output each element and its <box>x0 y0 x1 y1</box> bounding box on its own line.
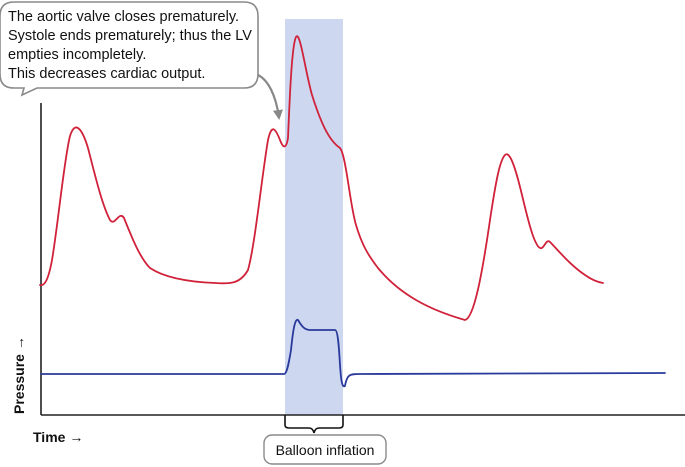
balloon-inflation-highlight <box>285 19 343 415</box>
arterial-pressure-curve <box>39 35 604 321</box>
callout-arrow <box>257 74 283 120</box>
balloon-pressure-curve <box>40 318 666 388</box>
callout-line-2: Systole ends prematurely; thus the LV <box>8 28 252 44</box>
balloon-inflation-label-box <box>263 434 387 465</box>
callout-line-3: empties incompletely. <box>8 47 146 63</box>
callout-bubble <box>0 1 259 97</box>
callout-line-1: The aortic valve closes prematurely. <box>8 9 239 25</box>
callout-line-4: This decreases cardiac output. <box>8 66 205 82</box>
balloon-inflation-label: Balloon inflation <box>276 442 375 458</box>
x-axis-label: Time → <box>33 429 83 445</box>
balloon-bracket <box>284 415 344 434</box>
y-axis-label: Pressure → <box>11 336 27 414</box>
